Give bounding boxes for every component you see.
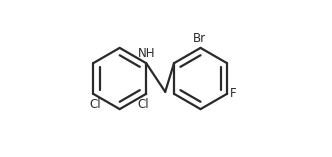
Text: Cl: Cl [137,98,148,111]
Text: NH: NH [137,47,155,60]
Text: F: F [230,87,236,100]
Text: Br: Br [193,32,206,45]
Text: Cl: Cl [89,98,101,111]
